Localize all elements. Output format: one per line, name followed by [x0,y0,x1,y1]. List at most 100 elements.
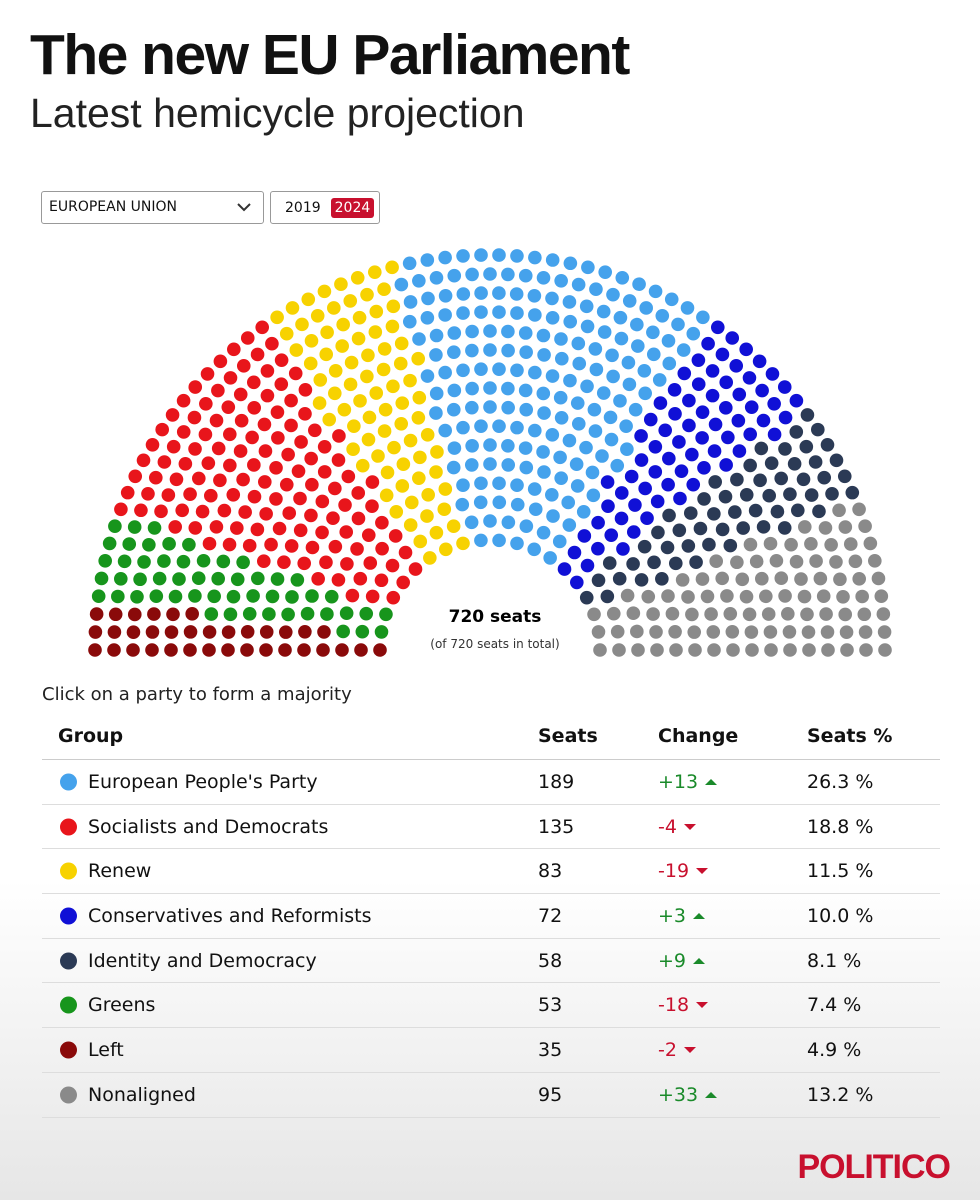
party-name: Nonaligned [88,1083,196,1106]
seat [343,377,358,392]
party-row[interactable]: Greens 53 -18 7.4 % [42,983,940,1029]
seat [304,334,319,348]
seat [388,529,403,543]
seat [438,288,453,303]
seat [278,643,292,657]
seat [648,465,663,479]
seat [147,607,161,621]
seat [777,380,792,394]
seat [725,625,740,639]
seat [337,402,352,417]
year-option[interactable]: 2024 [330,197,375,218]
seat [413,450,427,465]
seat [327,386,342,401]
seat [473,495,488,510]
seat [127,607,142,622]
seat [230,521,244,535]
seat [829,555,843,569]
seat [396,575,410,590]
seat [114,502,128,517]
seat [155,422,169,437]
seat [510,497,525,512]
seat [474,533,488,548]
seat [536,386,551,401]
seat [217,503,232,518]
party-row[interactable]: Conservatives and Reformists 72 +3 10.0 % [42,894,940,939]
seat [839,625,854,640]
seat [402,314,417,329]
seat [783,487,797,501]
seat [211,571,225,586]
seat [446,402,461,417]
party-change: +9 [658,950,706,972]
seat [483,324,497,338]
seat [808,455,823,469]
seat [764,456,779,470]
seat [669,643,683,657]
seat [518,326,533,340]
trend-arrow-shape [683,1046,696,1053]
seat [801,625,816,639]
seat [777,521,792,535]
seats-label: 720 seats [449,607,542,627]
seat [361,528,376,542]
seat [874,589,889,604]
seat [347,419,361,433]
seat [606,606,621,621]
seat [274,353,289,367]
party-row[interactable]: Identity and Democracy 58 +9 8.1 % [42,939,940,984]
seat [767,396,781,411]
seat [719,375,734,390]
year-option[interactable]: 2019 [285,199,321,216]
seat [718,489,733,504]
seat [242,606,257,621]
seat [634,429,648,443]
seat [579,590,594,605]
seat [554,351,569,366]
region-dropdown[interactable]: EUROPEAN UNION [41,191,264,224]
seat [272,521,287,536]
seat [379,607,393,622]
seat [759,589,773,604]
party-name: Identity and Democracy [88,949,317,972]
seat [108,519,122,534]
seat [403,433,418,448]
seat [447,345,461,359]
seat [527,288,542,303]
seat [386,590,401,605]
seat [412,471,426,485]
party-row[interactable]: Socialists and Democrats 135 -4 18.8 % [42,805,940,850]
seat [572,356,587,371]
seat [600,475,615,489]
seat [377,424,392,438]
seat [250,571,265,586]
change-value: -2 [658,1038,677,1061]
seat [305,477,319,492]
seat [429,328,444,343]
seat [259,625,274,639]
party-row[interactable]: Left 35 -2 4.9 % [42,1028,940,1073]
seat [483,457,497,471]
party-row[interactable]: European People's Party 189 +13 26.3 % [42,760,940,805]
seat [619,419,633,433]
seat [183,487,197,501]
seat [344,355,359,370]
seat [320,607,334,621]
seat [176,425,191,439]
trend-arrow-shape [705,1091,718,1098]
party-row[interactable]: Renew 83 -19 11.5 % [42,849,940,895]
seat [602,556,617,570]
party-row[interactable]: Nonaligned 95 +33 13.2 % [42,1073,940,1118]
seat [730,472,744,487]
seat [813,571,828,586]
seat [528,423,542,438]
seat [871,571,886,586]
seat [335,643,349,657]
seat [593,643,607,657]
seat [284,393,298,408]
seat [247,458,261,472]
seat [622,377,637,392]
seat [797,589,812,604]
seat [643,412,658,427]
seat [748,503,763,518]
